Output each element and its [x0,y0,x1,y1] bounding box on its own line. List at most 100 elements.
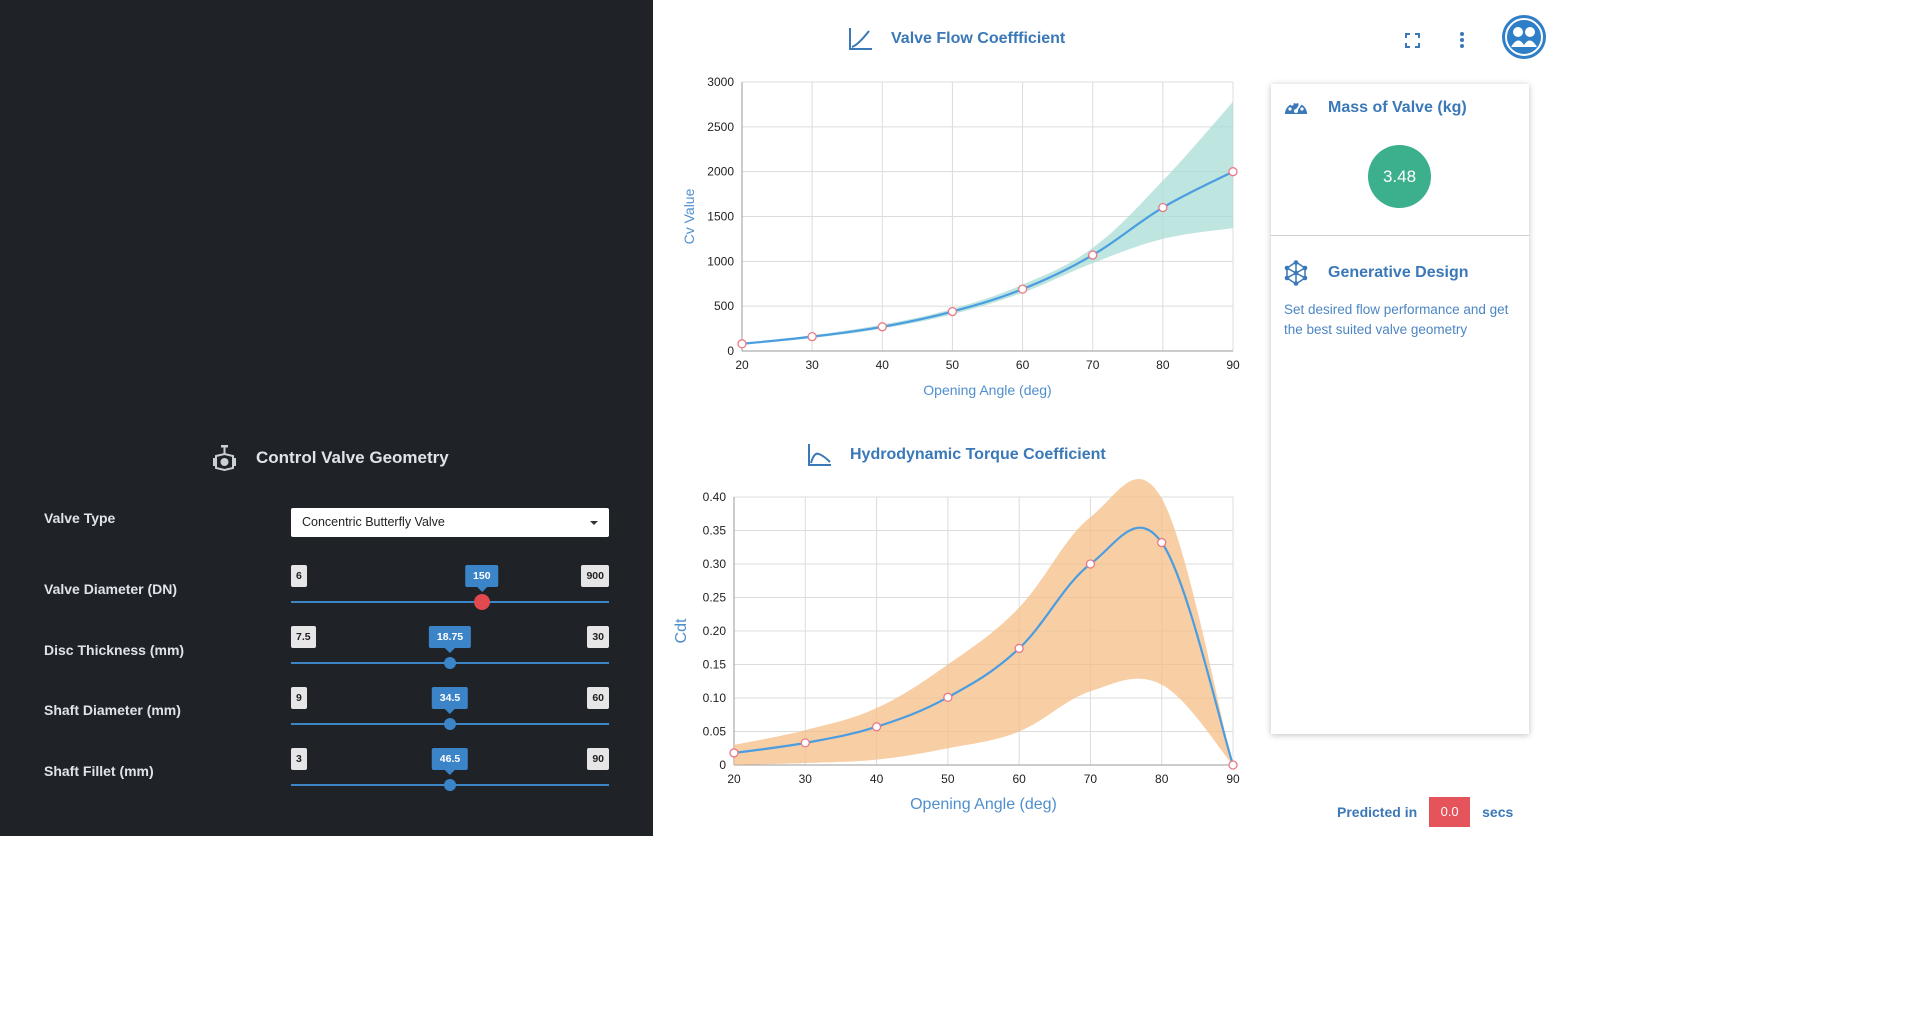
data-point [807,332,817,342]
data-point [1228,167,1238,177]
slider-thumb[interactable] [473,594,490,610]
slider-min: 3 [291,748,307,770]
slider-value: 18.75 [428,626,472,653]
app-root: Control Valve Geometry Valve Type Concen… [0,0,1546,836]
mass-value-badge: 3.48 [1368,145,1431,208]
valve-diameter-label: Valve Diameter (DN) [44,581,178,597]
slider-max: 60 [587,687,609,709]
y-tick-label: 0 [727,344,734,358]
x-tick-label: 20 [735,358,749,372]
y-axis-title: Cdt [673,618,690,643]
generative-header: Generative Design [1283,260,1469,286]
x-tick-label: 80 [1156,358,1170,372]
x-tick-label: 60 [1012,772,1026,786]
data-point [800,738,810,748]
slider-value: 150 [465,565,499,592]
fullscreen-icon[interactable] [1405,33,1420,48]
card-divider [1271,235,1529,236]
slider-track[interactable] [291,601,609,603]
slider-min: 6 [291,565,307,587]
user-icon [1505,18,1543,56]
y-tick-label: 2500 [707,120,734,134]
x-tick-label: 50 [946,358,960,372]
slider-value: 34.5 [431,687,469,714]
data-point [877,322,887,332]
torque-coefficient-chart: 0 0.05 0.10 0.15 0.20 0.25 0.30 0.35 0.40 20 30 40 5… [673,478,1240,813]
data-point [737,339,747,349]
x-tick-label: 80 [1155,772,1169,786]
slider-thumb[interactable] [444,657,456,669]
valve-type-select[interactable]: Concentric Butterfly Valve [291,508,609,537]
slider-max: 900 [581,565,609,587]
x-tick-label: 70 [1084,772,1098,786]
confidence-band [734,478,1233,765]
valve-type-label: Valve Type [44,510,116,526]
shaft-fillet-slider[interactable]: 3 90 46.5 [291,748,609,798]
disc-thickness-slider[interactable]: 7.5 30 18.75 [291,626,609,676]
shaft-fillet-label: Shaft Fillet (mm) [44,763,154,779]
y-tick-label: 0.20 [703,624,727,638]
valve-type-value: Concentric Butterfly Valve [302,515,445,529]
flow-chart-title: Valve Flow Coeffficient [891,30,1066,47]
geometry-panel: Control Valve Geometry Valve Type Concen… [0,0,653,836]
data-point [1158,202,1168,213]
y-tick-label: 0.05 [703,725,727,739]
data-point [1228,760,1238,770]
x-tick-label: 50 [941,772,955,786]
y-tick-label: 1000 [707,254,734,268]
geometry-header: Control Valve Geometry [210,444,449,472]
prediction-prefix: Predicted in [1337,804,1418,820]
y-tick-label: 0.35 [703,524,727,538]
y-tick-label: 0 [719,758,726,772]
dropdown-caret-icon [590,521,598,525]
neural-network-icon [1284,260,1308,286]
data-point [871,722,882,732]
y-tick-label: 500 [714,299,734,313]
confidence-band [742,101,1233,345]
x-axis-title: Opening Angle (deg) [923,382,1051,398]
prediction-status: Predicted in 0.0 secs [1337,797,1513,827]
slider-thumb[interactable] [444,718,456,730]
x-tick-label: 30 [799,772,813,786]
generative-description: Set desired flow performance and get the… [1284,302,1509,337]
series-line [741,170,1234,345]
shaft-diameter-label: Shaft Diameter (mm) [44,702,181,718]
x-tick-label: 40 [876,358,890,372]
slider-min: 7.5 [291,626,316,648]
y-tick-label: 2000 [707,165,734,179]
flow-coefficient-chart: 0 500 1000 1500 2000 2500 3000 20 30 40 50 60 70 80 90… [681,75,1240,398]
info-card: Mass of Valve (kg) 3.48 Generative Desig… [1271,84,1529,734]
torque-chart-title: Hydrodynamic Torque Coefficient [850,446,1106,463]
data-point [1085,559,1096,569]
data-point [729,748,739,758]
x-tick-label: 90 [1226,358,1240,372]
curve-chart-icon [808,444,831,466]
disc-thickness-label: Disc Thickness (mm) [44,642,185,658]
y-tick-label: 0.15 [703,658,727,672]
geometry-title: Control Valve Geometry [256,448,449,467]
x-tick-label: 40 [870,772,884,786]
y-tick-label: 3000 [707,75,734,89]
data-point [1088,250,1098,260]
y-tick-label: 0.40 [703,490,727,504]
torque-chart-header: Hydrodynamic Torque Coefficient [806,442,1106,468]
slider-thumb[interactable] [444,779,456,791]
avatar[interactable] [1502,15,1546,59]
more-vert-icon[interactable] [1458,31,1466,49]
x-tick-label: 20 [727,772,741,786]
x-tick-label: 30 [805,358,819,372]
valve-diameter-slider[interactable]: 6 900 150 [291,565,609,615]
data-point [1017,284,1028,294]
y-tick-label: 1500 [707,210,734,224]
slider-max: 30 [587,626,609,648]
data-point [1014,643,1024,654]
prediction-suffix: secs [1482,804,1514,820]
data-point [947,306,958,317]
mass-header: Mass of Valve (kg) [1283,95,1467,121]
slider-max: 90 [587,748,609,770]
y-tick-label: 0.30 [703,557,727,571]
shaft-diameter-slider[interactable]: 9 60 34.5 [291,687,609,737]
line-chart-icon [849,28,872,50]
y-tick-label: 0.25 [703,591,727,605]
x-tick-label: 70 [1086,358,1100,372]
